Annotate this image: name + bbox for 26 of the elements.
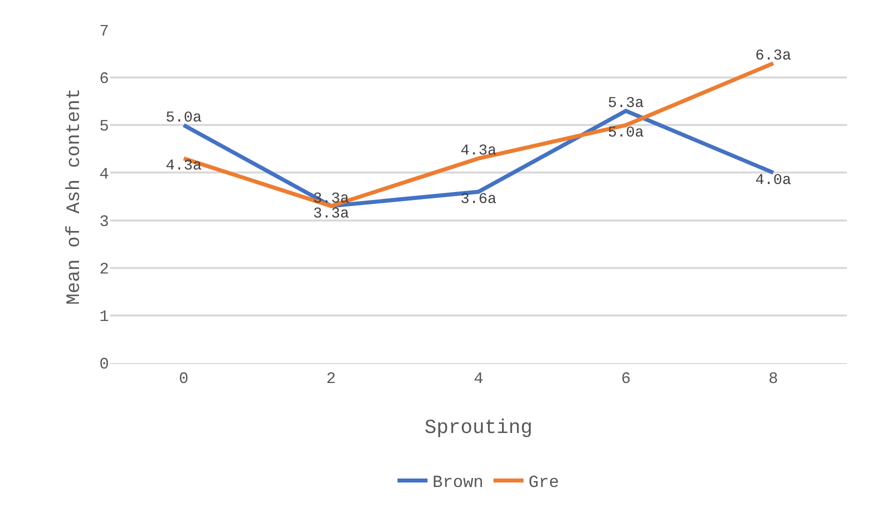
data-label: 5.0a — [608, 124, 644, 142]
x-axis-title: Sprouting — [424, 417, 533, 440]
data-label: 4.0a — [755, 172, 792, 189]
x-tick-label: 2 — [326, 370, 336, 388]
y-axis-title: Mean of Ash content — [63, 88, 86, 305]
legend-label: Gre — [528, 474, 560, 494]
x-tick-label: 8 — [768, 370, 778, 388]
data-label: 3.3a — [313, 205, 350, 222]
data-label: 5.3a — [608, 95, 644, 112]
data-label: 4.3a — [460, 142, 497, 160]
y-tick-label: 7 — [99, 22, 109, 41]
y-tick-label: 6 — [99, 70, 109, 88]
data-label: 3.6a — [460, 190, 497, 208]
y-tick-label: 3 — [99, 212, 109, 231]
y-tick-label: 5 — [99, 118, 109, 136]
y-tick-label: 1 — [99, 308, 109, 326]
x-tick-label: 6 — [621, 370, 631, 388]
data-label: 6.3a — [755, 48, 792, 65]
data-label: 4.3a — [166, 158, 202, 175]
x-tick-label: 0 — [178, 370, 189, 388]
y-tick-label: 4 — [99, 165, 109, 184]
data-label: 5.0a — [166, 109, 202, 126]
y-tick-label: 0 — [99, 356, 109, 374]
x-tick-label: 4 — [474, 370, 484, 388]
legend-label: Brown — [432, 474, 484, 494]
y-tick-label: 2 — [99, 260, 109, 278]
